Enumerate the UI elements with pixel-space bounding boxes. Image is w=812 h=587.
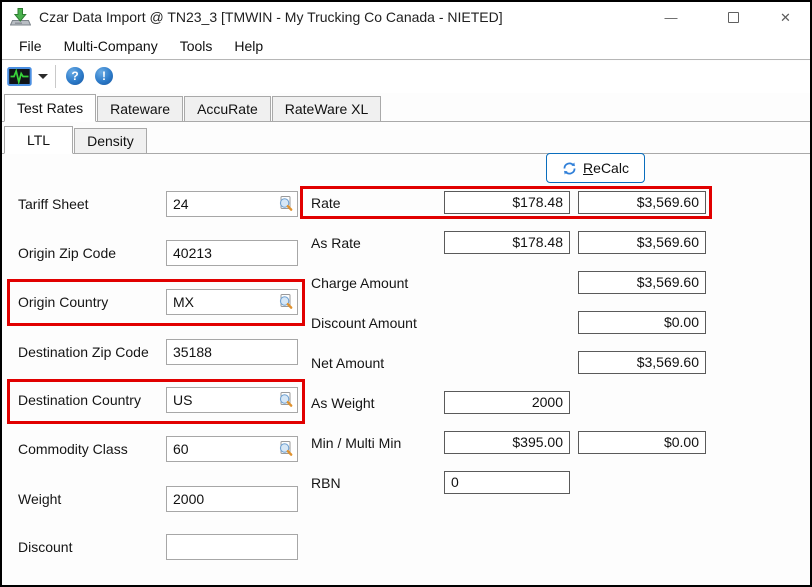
- discount-label: Discount: [18, 539, 73, 555]
- help-icon[interactable]: ?: [66, 67, 84, 85]
- destination-zip-input[interactable]: 35188: [166, 339, 298, 365]
- toolbar-dropdown-caret-icon[interactable]: [38, 74, 48, 79]
- refresh-icon: [563, 162, 576, 174]
- recalc-label: ReCalc: [583, 160, 629, 176]
- charge-amount-value: $3,569.60: [578, 271, 706, 294]
- sub-tab-strip: LTL Density: [2, 125, 810, 154]
- tariff-sheet-label: Tariff Sheet: [18, 196, 89, 212]
- rbn-label: RBN: [311, 475, 341, 491]
- origin-country-input[interactable]: MX: [166, 289, 298, 315]
- menu-tools[interactable]: Tools: [179, 38, 213, 54]
- tab-rateware-xl[interactable]: RateWare XL: [271, 96, 382, 121]
- tab-density[interactable]: Density: [74, 128, 147, 153]
- origin-country-label: Origin Country: [18, 294, 109, 310]
- activity-monitor-icon[interactable]: [7, 66, 32, 87]
- destination-country-label: Destination Country: [18, 392, 141, 408]
- origin-zip-label: Origin Zip Code: [18, 245, 117, 261]
- charge-amount-label: Charge Amount: [311, 275, 409, 291]
- tab-ltl[interactable]: LTL: [4, 126, 74, 154]
- discount-amount-value: $0.00: [578, 311, 706, 334]
- destination-country-input[interactable]: US: [166, 387, 298, 413]
- as-rate-value-1: $178.48: [444, 231, 570, 254]
- min-value: $395.00: [444, 431, 570, 454]
- rate-value-2: $3,569.60: [578, 191, 706, 214]
- destination-zip-label: Destination Zip Code: [18, 344, 149, 360]
- toolbar-separator: [55, 65, 56, 88]
- minimize-button[interactable]: —: [664, 10, 678, 25]
- discount-amount-label: Discount Amount: [311, 315, 417, 331]
- close-button[interactable]: ✕: [780, 9, 791, 25]
- menu-multi-company[interactable]: Multi-Company: [63, 38, 158, 54]
- discount-input[interactable]: [166, 534, 298, 560]
- menu-help[interactable]: Help: [234, 38, 264, 54]
- origin-zip-input[interactable]: 40213: [166, 240, 298, 266]
- commodity-class-label: Commodity Class: [18, 441, 128, 457]
- destination-country-lookup-icon[interactable]: [277, 391, 294, 408]
- tariff-sheet-input[interactable]: 24: [166, 191, 298, 217]
- main-tab-strip: Test Rates Rateware AccuRate RateWare XL: [2, 93, 810, 122]
- multi-min-value: $0.00: [578, 431, 706, 454]
- title-bar: Czar Data Import @ TN23_3 [TMWIN - My Tr…: [2, 2, 810, 33]
- tab-rateware[interactable]: Rateware: [97, 96, 184, 121]
- app-import-icon: [10, 8, 31, 26]
- as-rate-value-2: $3,569.60: [578, 231, 706, 254]
- recalc-button[interactable]: ReCalc: [546, 153, 645, 183]
- rate-label: Rate: [311, 195, 341, 211]
- rate-value-1: $178.48: [444, 191, 570, 214]
- tab-test-rates[interactable]: Test Rates: [4, 94, 97, 122]
- info-icon[interactable]: !: [95, 67, 113, 85]
- min-multi-min-label: Min / Multi Min: [311, 435, 402, 451]
- net-amount-value: $3,569.60: [578, 351, 706, 374]
- as-weight-value: 2000: [444, 391, 570, 414]
- weight-input[interactable]: 2000: [166, 486, 298, 512]
- window-title: Czar Data Import @ TN23_3 [TMWIN - My Tr…: [39, 9, 503, 25]
- toolbar: ? !: [2, 61, 810, 93]
- menu-bar: File Multi-Company Tools Help: [2, 33, 810, 60]
- commodity-class-input[interactable]: 60: [166, 436, 298, 462]
- tariff-sheet-lookup-icon[interactable]: [277, 195, 294, 212]
- rbn-value: 0: [444, 471, 570, 494]
- weight-label: Weight: [18, 491, 62, 507]
- net-amount-label: Net Amount: [311, 355, 385, 371]
- maximize-icon: [727, 12, 739, 23]
- commodity-class-lookup-icon[interactable]: [277, 440, 294, 457]
- as-rate-label: As Rate: [311, 235, 361, 251]
- as-weight-label: As Weight: [311, 395, 375, 411]
- origin-country-lookup-icon[interactable]: [277, 293, 294, 310]
- menu-file[interactable]: File: [19, 38, 42, 54]
- tab-accurate[interactable]: AccuRate: [184, 96, 271, 121]
- maximize-button[interactable]: [709, 2, 757, 33]
